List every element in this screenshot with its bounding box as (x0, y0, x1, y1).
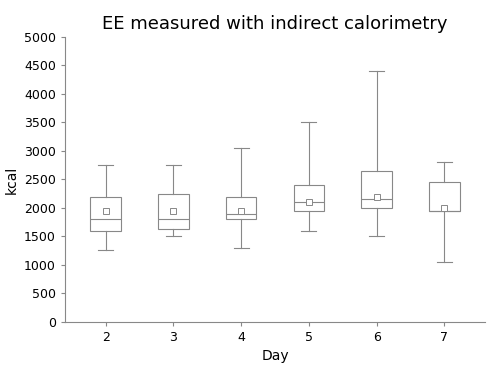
Y-axis label: kcal: kcal (4, 165, 18, 194)
PathPatch shape (294, 185, 324, 211)
PathPatch shape (158, 194, 188, 229)
Title: EE measured with indirect calorimetry: EE measured with indirect calorimetry (102, 15, 448, 33)
PathPatch shape (90, 196, 121, 231)
PathPatch shape (362, 171, 392, 208)
PathPatch shape (429, 182, 460, 211)
X-axis label: Day: Day (261, 350, 289, 363)
PathPatch shape (226, 196, 256, 219)
